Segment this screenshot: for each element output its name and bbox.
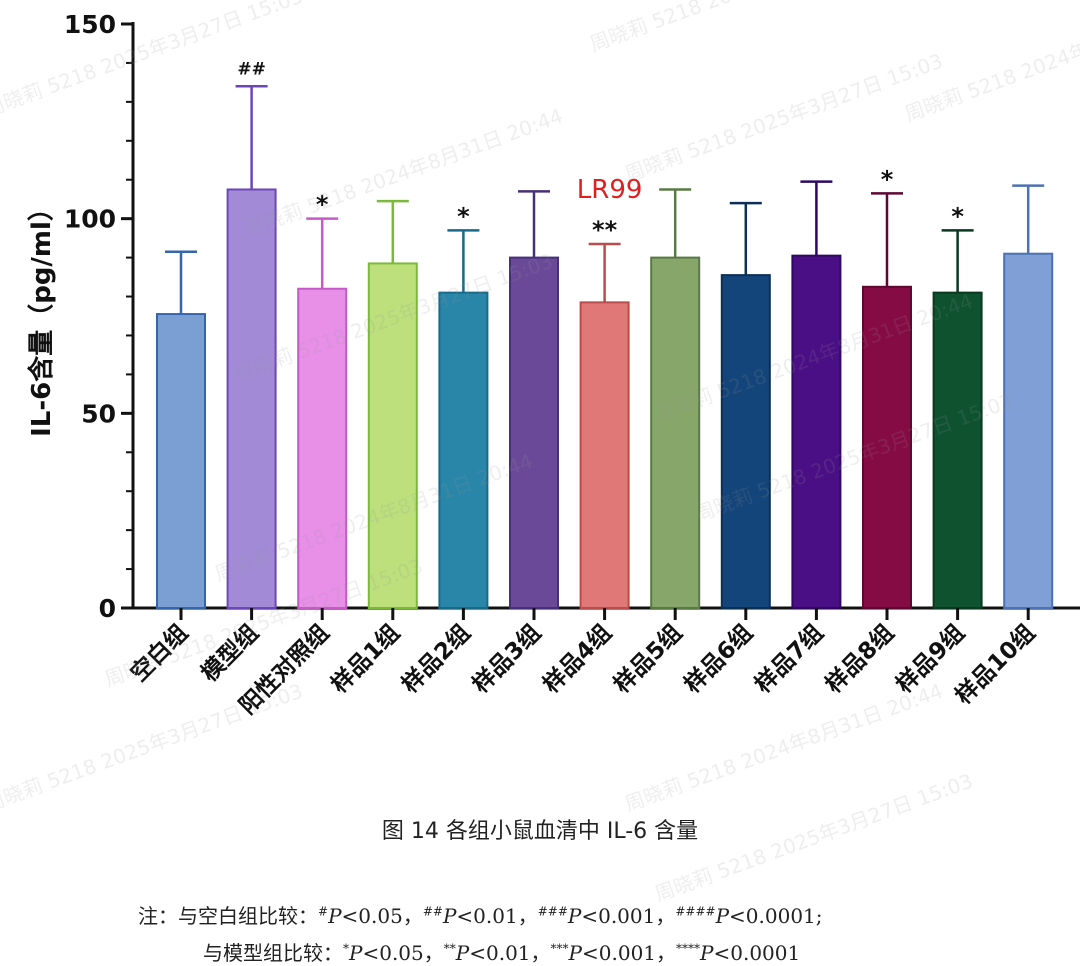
y-tick-label: 0	[99, 594, 116, 623]
significance-marker: *	[951, 202, 964, 230]
x-tick-label: 模型组	[196, 619, 264, 687]
note-2-p-symbol: P	[349, 941, 363, 965]
bar	[367, 262, 418, 609]
note-2-p-symbol: P	[568, 941, 582, 965]
note-2-superscript: ***	[550, 941, 569, 956]
bar	[932, 291, 983, 609]
figure-caption: 图 14 各组小鼠血清中 IL-6 含量	[381, 819, 699, 844]
note-2-prefix: 与模型组比较：	[203, 941, 343, 965]
bar	[720, 274, 771, 609]
bar	[226, 188, 277, 609]
x-tick-label: 样品6组	[679, 619, 758, 698]
bar	[579, 301, 630, 609]
significance-marker: *	[457, 202, 470, 230]
note-line-2: 与模型组比较：*P<0.05，**P<0.01，***P<0.001，****P…	[203, 937, 800, 966]
y-tick-label: 50	[81, 399, 116, 428]
note-1-threshold: <0.0001;	[729, 904, 823, 928]
bar	[1003, 252, 1054, 609]
x-tick-label: 空白组	[125, 619, 193, 687]
x-tick-label: 样品4组	[538, 619, 617, 698]
note-2-threshold: <0.001，	[582, 941, 677, 965]
note-2-superscript: ****	[676, 941, 701, 956]
note-2-superscript: **	[443, 941, 456, 956]
note-1-p-symbol: P	[567, 904, 582, 928]
note-1-p-symbol: P	[328, 904, 342, 928]
note-1-superscript: ###	[537, 904, 568, 919]
note-2-threshold: <0.01，	[469, 941, 551, 965]
bar	[650, 256, 701, 609]
note-1-p-symbol: P	[715, 904, 730, 928]
note-1-p-symbol: P	[442, 904, 457, 928]
il6-bar-chart: 050100150IL-6含量（pg/ml）空白组##模型组*阳性对照组样品1组…	[26, 10, 1080, 720]
x-tick-label: 样品8组	[820, 619, 899, 698]
note-1-superscript: #	[318, 904, 329, 919]
x-tick-label: 样品5组	[608, 619, 687, 698]
bar	[862, 285, 912, 609]
y-axis-label: IL-6含量（pg/ml）	[26, 195, 57, 437]
x-tick-label: 样品1组	[326, 619, 405, 698]
significance-marker: ##	[237, 59, 266, 79]
note-1-superscript: ####	[675, 904, 716, 919]
x-tick-label: 样品3组	[467, 619, 546, 698]
note-2-superscript: *	[343, 941, 349, 956]
annotation-label: LR99	[577, 175, 643, 205]
bar	[438, 291, 489, 609]
significance-marker: *	[881, 165, 894, 193]
bar	[156, 313, 206, 609]
y-tick-label: 100	[64, 205, 116, 234]
bar	[297, 287, 348, 609]
note-2-threshold: <0.0001	[713, 941, 801, 965]
significance-marker: *	[316, 191, 329, 219]
note-2-p-symbol: P	[700, 941, 714, 965]
note-line-1: 注：与空白组比较：#P<0.05，##P<0.01，###P<0.001，###…	[138, 900, 823, 929]
note-1-threshold: <0.01，	[456, 904, 538, 928]
note-1-superscript: ##	[422, 904, 443, 919]
bar	[791, 254, 842, 610]
y-tick-label: 150	[64, 10, 116, 39]
bar	[509, 256, 559, 609]
x-tick-label: 样品7组	[749, 619, 828, 698]
note-2-p-symbol: P	[455, 941, 470, 965]
x-tick-label: 样品2组	[396, 619, 475, 698]
significance-marker: **	[592, 216, 618, 244]
note-1-threshold: <0.001，	[581, 904, 676, 928]
note-1-threshold: <0.05，	[341, 904, 423, 928]
note-1-prefix: 注：与空白组比较：	[138, 904, 318, 928]
note-2-threshold: <0.05，	[362, 941, 444, 965]
